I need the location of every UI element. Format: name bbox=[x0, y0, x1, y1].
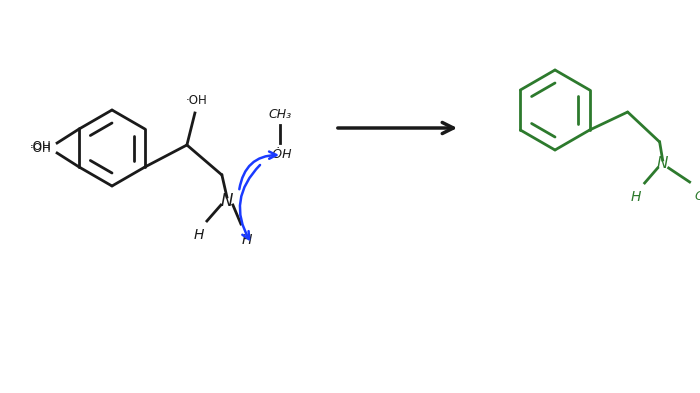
Text: CH₃: CH₃ bbox=[694, 189, 700, 202]
Text: ·OH: ·OH bbox=[30, 143, 52, 156]
Text: CH₃: CH₃ bbox=[268, 108, 292, 121]
Text: :ȮH: :ȮH bbox=[268, 149, 292, 162]
Text: H: H bbox=[631, 190, 640, 204]
Text: ·OH: ·OH bbox=[30, 141, 52, 154]
Text: ·OH: ·OH bbox=[186, 94, 208, 108]
Text: H: H bbox=[241, 233, 252, 247]
Text: N: N bbox=[657, 156, 668, 171]
Text: N: N bbox=[220, 192, 233, 210]
FancyArrowPatch shape bbox=[240, 165, 260, 239]
FancyArrowPatch shape bbox=[239, 152, 276, 189]
Text: H: H bbox=[194, 228, 204, 242]
